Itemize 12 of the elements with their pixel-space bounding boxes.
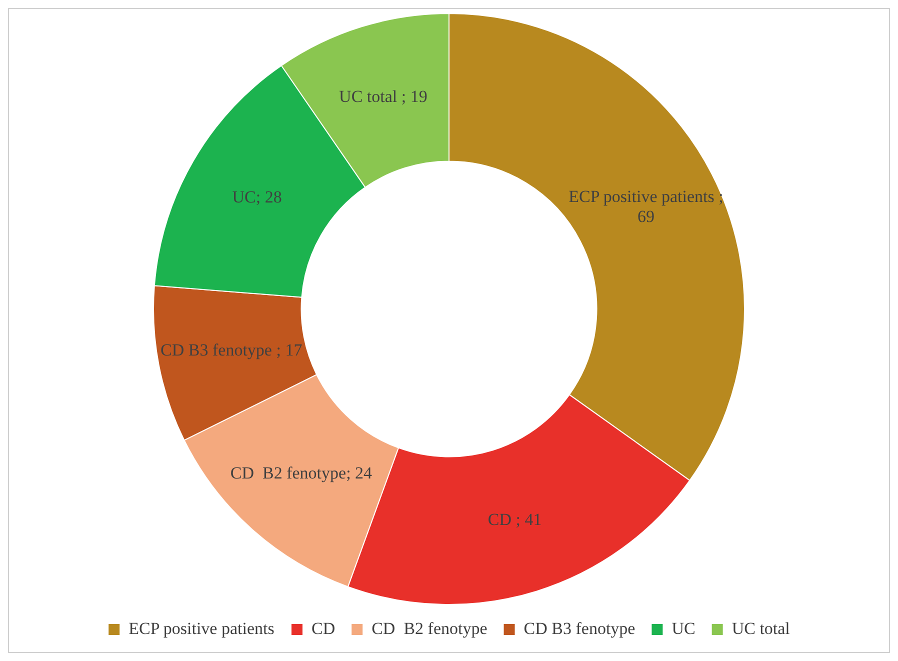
data-label: CD B3 fenotype ; 17 [160, 340, 303, 360]
data-label: CD B2 fenotype; 24 [230, 464, 373, 483]
legend-label: ECP positive patients [128, 618, 274, 638]
legend-label: CD B2 fenotype [372, 618, 488, 638]
legend-label: UC total [732, 618, 790, 638]
data-label: UC total ; 19 [339, 86, 428, 106]
legend-label: UC [672, 618, 696, 638]
data-label: CD ; 41 [488, 510, 542, 530]
data-label: ECP positive patients ; 69 [568, 186, 724, 226]
legend-label: CD B3 fenotype [524, 618, 636, 638]
data-label: UC; 28 [232, 188, 282, 207]
legend-label: CD [311, 618, 336, 638]
